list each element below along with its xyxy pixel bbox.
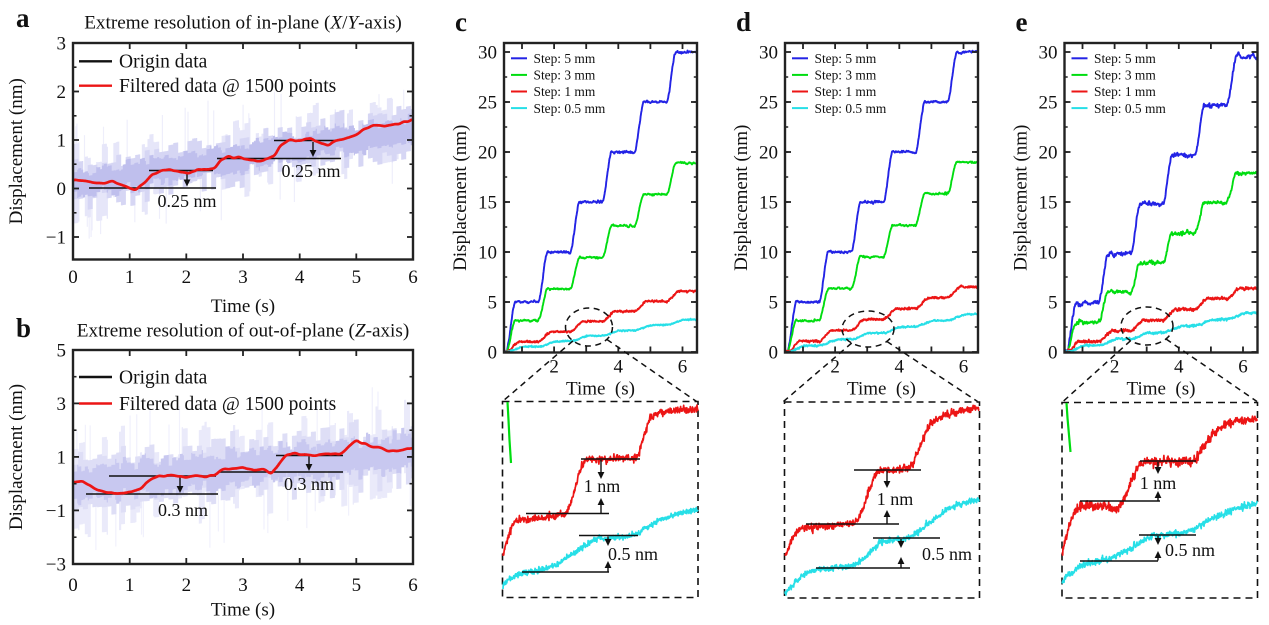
svg-text:2: 2 xyxy=(1110,357,1120,378)
svg-text:5: 5 xyxy=(488,293,498,314)
svg-text:10: 10 xyxy=(759,243,778,264)
svg-text:2: 2 xyxy=(182,575,192,596)
svg-text:2: 2 xyxy=(830,357,840,378)
svg-text:Extreme resolution of in-plane: Extreme resolution of in-plane (X/Y-axis… xyxy=(84,13,402,34)
svg-text:4: 4 xyxy=(895,357,905,378)
svg-text:6: 6 xyxy=(408,267,418,288)
svg-text:c: c xyxy=(455,7,467,37)
svg-text:3: 3 xyxy=(57,394,67,415)
svg-text:Step: 3 mm: Step: 3 mm xyxy=(815,68,877,83)
svg-text:Time (s): Time (s) xyxy=(1127,379,1196,400)
svg-text:2: 2 xyxy=(57,82,67,103)
svg-text:3: 3 xyxy=(57,34,67,55)
svg-text:Step: 0.5 mm: Step: 0.5 mm xyxy=(534,101,606,116)
svg-text:−1: −1 xyxy=(46,501,66,522)
svg-text:0: 0 xyxy=(488,343,498,364)
svg-text:25: 25 xyxy=(1039,93,1058,114)
svg-text:Step: 3 mm: Step: 3 mm xyxy=(1094,68,1156,83)
svg-text:b: b xyxy=(16,313,31,343)
svg-text:Displacement (nm): Displacement (nm) xyxy=(6,78,27,224)
svg-text:Step: 1 mm: Step: 1 mm xyxy=(1094,84,1156,99)
svg-text:5: 5 xyxy=(769,293,779,314)
svg-text:d: d xyxy=(736,7,751,37)
svg-text:Step: 5 mm: Step: 5 mm xyxy=(815,51,877,66)
svg-text:Step: 1 mm: Step: 1 mm xyxy=(815,84,877,99)
svg-text:Step: 3 mm: Step: 3 mm xyxy=(534,68,596,83)
svg-text:10: 10 xyxy=(1039,243,1058,264)
svg-text:4: 4 xyxy=(614,357,624,378)
svg-text:−3: −3 xyxy=(46,554,66,575)
svg-text:25: 25 xyxy=(759,93,778,114)
svg-text:15: 15 xyxy=(478,193,497,214)
svg-text:5: 5 xyxy=(352,267,362,288)
svg-text:2: 2 xyxy=(549,357,559,378)
svg-text:0.5 nm: 0.5 nm xyxy=(608,544,658,564)
svg-text:Step: 5 mm: Step: 5 mm xyxy=(534,51,596,66)
svg-text:0.25 nm: 0.25 nm xyxy=(157,191,216,211)
svg-text:6: 6 xyxy=(678,357,688,378)
svg-text:Displacement (nm): Displacement (nm) xyxy=(6,384,27,530)
svg-text:4: 4 xyxy=(1174,357,1184,378)
svg-text:30: 30 xyxy=(759,43,778,64)
svg-text:1: 1 xyxy=(125,575,135,596)
svg-text:20: 20 xyxy=(1039,143,1058,164)
svg-text:0: 0 xyxy=(1048,343,1058,364)
svg-text:0.5 nm: 0.5 nm xyxy=(1165,540,1215,560)
svg-text:3: 3 xyxy=(238,267,248,288)
svg-text:Displacement (nm): Displacement (nm) xyxy=(1011,125,1032,271)
svg-text:0.3 nm: 0.3 nm xyxy=(158,500,208,520)
svg-text:25: 25 xyxy=(478,93,497,114)
svg-text:Origin data: Origin data xyxy=(119,367,208,388)
svg-text:Step: 0.5 mm: Step: 0.5 mm xyxy=(1094,101,1166,116)
svg-text:Extreme resolution of out-of-p: Extreme resolution of out-of-plane (Z-ax… xyxy=(77,321,410,342)
svg-text:6: 6 xyxy=(1238,357,1248,378)
svg-text:0: 0 xyxy=(68,267,78,288)
svg-text:5: 5 xyxy=(1048,293,1058,314)
svg-text:Time (s): Time (s) xyxy=(211,296,275,317)
svg-text:2: 2 xyxy=(182,267,192,288)
svg-text:Origin data: Origin data xyxy=(119,52,208,73)
svg-text:5: 5 xyxy=(352,575,362,596)
svg-text:4: 4 xyxy=(295,267,305,288)
svg-text:1: 1 xyxy=(57,131,67,152)
svg-text:1: 1 xyxy=(57,447,67,468)
svg-text:0: 0 xyxy=(68,575,78,596)
svg-text:0.3 nm: 0.3 nm xyxy=(284,474,334,494)
svg-text:30: 30 xyxy=(478,43,497,64)
svg-text:20: 20 xyxy=(759,143,778,164)
svg-text:0: 0 xyxy=(57,179,67,200)
svg-text:15: 15 xyxy=(759,193,778,214)
svg-text:30: 30 xyxy=(1039,43,1058,64)
svg-text:Step: 1 mm: Step: 1 mm xyxy=(534,84,596,99)
svg-text:Filtered data @ 1500 points: Filtered data @ 1500 points xyxy=(119,394,336,415)
svg-text:20: 20 xyxy=(478,143,497,164)
svg-text:Time (s): Time (s) xyxy=(847,379,916,400)
svg-text:Displacement (nm): Displacement (nm) xyxy=(450,125,471,271)
svg-text:3: 3 xyxy=(238,575,248,596)
svg-text:1 nm: 1 nm xyxy=(1140,473,1177,493)
svg-text:Displacement (nm): Displacement (nm) xyxy=(731,125,752,271)
svg-text:0.25 nm: 0.25 nm xyxy=(281,161,340,181)
svg-text:5: 5 xyxy=(57,340,67,361)
svg-text:e: e xyxy=(1016,7,1028,37)
svg-text:Step: 5 mm: Step: 5 mm xyxy=(1094,51,1156,66)
svg-text:0: 0 xyxy=(769,343,779,364)
svg-text:4: 4 xyxy=(295,575,305,596)
svg-text:−1: −1 xyxy=(46,228,66,249)
svg-text:10: 10 xyxy=(478,243,497,264)
svg-text:Filtered data @ 1500 points: Filtered data @ 1500 points xyxy=(119,76,336,97)
svg-text:Time (s): Time (s) xyxy=(566,379,635,400)
svg-text:1 nm: 1 nm xyxy=(584,476,621,496)
svg-text:0.5 nm: 0.5 nm xyxy=(922,544,972,564)
svg-text:1: 1 xyxy=(125,267,135,288)
svg-text:1 nm: 1 nm xyxy=(877,489,914,509)
svg-text:6: 6 xyxy=(408,575,418,596)
svg-text:a: a xyxy=(16,3,30,33)
svg-text:Time (s): Time (s) xyxy=(211,600,275,621)
svg-text:Step: 0.5 mm: Step: 0.5 mm xyxy=(815,101,887,116)
svg-text:6: 6 xyxy=(959,357,969,378)
svg-text:15: 15 xyxy=(1039,193,1058,214)
